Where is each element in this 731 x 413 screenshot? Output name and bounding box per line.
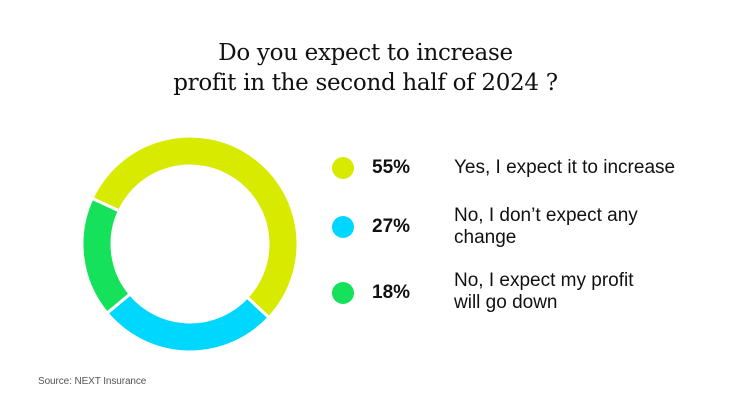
legend-item-go-down: 18% No, I expect my profit will go down — [332, 270, 722, 330]
donut-chart — [80, 134, 300, 354]
legend-label-no-change: No, I don’t expect any change — [454, 205, 638, 248]
donut-slice-no-change — [104, 291, 272, 354]
legend-percent-no-change: 27% — [372, 216, 411, 237]
legend-dot-increase — [332, 157, 354, 179]
donut-slice-go-down — [80, 196, 133, 316]
legend-percent-go-down: 18% — [372, 282, 411, 303]
donut-slice-increase — [90, 134, 300, 320]
legend-item-increase: 55% Yes, I expect it to increase — [332, 155, 722, 215]
legend-dot-no-change — [332, 216, 354, 238]
legend-label-go-down: No, I expect my profit will go down — [454, 270, 634, 313]
legend-percent-increase: 55% — [372, 157, 411, 178]
legend-item-no-change: 27% No, I don’t expect any change — [332, 205, 722, 265]
chart-title-line-2: profit in the second half of 2024 ? — [173, 70, 558, 96]
source-note: Source: NEXT Insurance — [38, 376, 147, 387]
legend-dot-go-down — [332, 282, 354, 304]
chart-title: Do you expect to increase profit in the … — [0, 38, 731, 98]
chart-title-line-1: Do you expect to increase — [218, 40, 513, 66]
legend-label-increase: Yes, I expect it to increase — [454, 157, 676, 178]
